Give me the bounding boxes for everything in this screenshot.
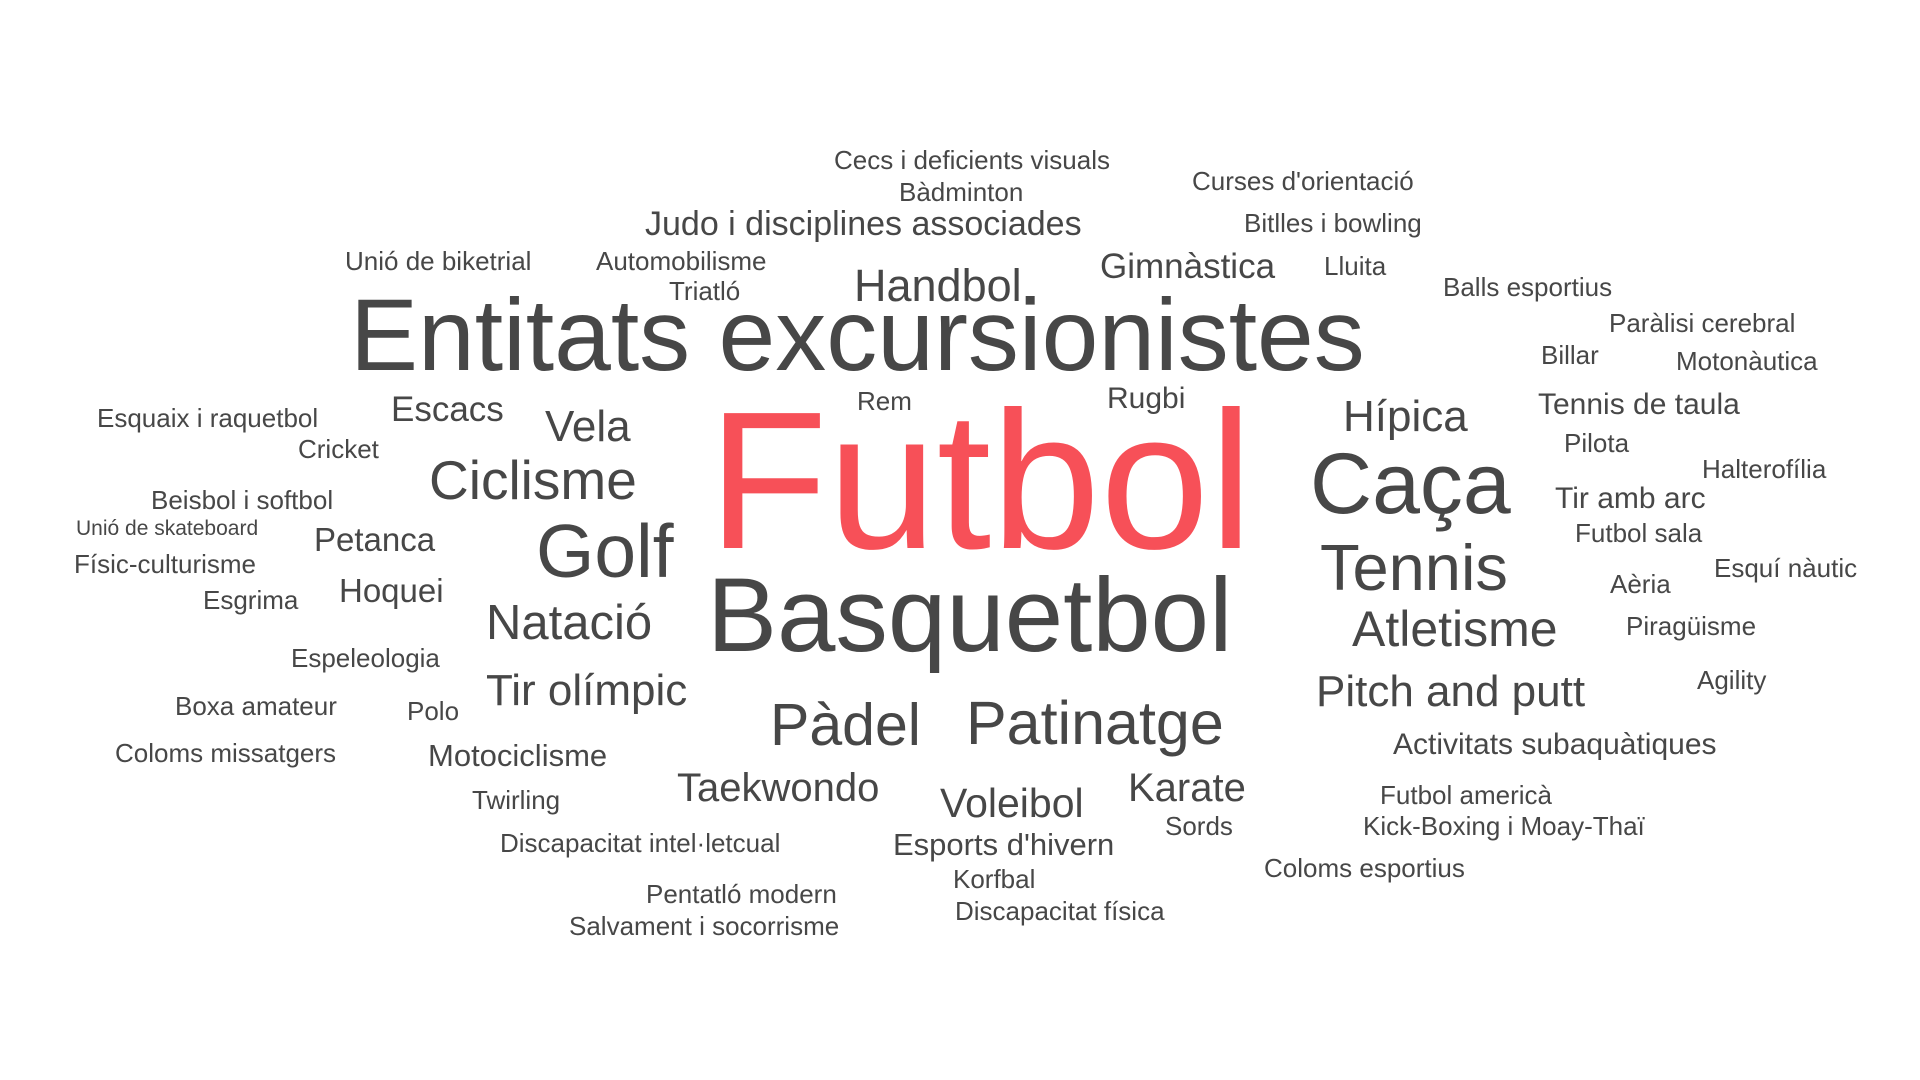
word-voleibol: Voleibol bbox=[940, 780, 1084, 826]
word-discapacitat-fisica: Discapacitat física bbox=[955, 896, 1165, 926]
word-boxa-amateur: Boxa amateur bbox=[175, 691, 337, 721]
word-natacio: Natació bbox=[486, 596, 653, 650]
word-caca: Caça bbox=[1310, 436, 1511, 532]
word-tennis-de-taula: Tennis de taula bbox=[1538, 388, 1740, 421]
word-vela: Vela bbox=[545, 402, 631, 451]
word-curses-orientacio: Curses d'orientació bbox=[1192, 166, 1414, 196]
word-futbol-sala: Futbol sala bbox=[1575, 518, 1703, 548]
word-paralisi-cerebral: Paràlisi cerebral bbox=[1609, 308, 1796, 338]
word-esquaix: Esquaix i raquetbol bbox=[97, 403, 319, 433]
word-lluita: Lluita bbox=[1324, 251, 1387, 281]
word-twirling: Twirling bbox=[472, 785, 561, 815]
word-atletisme: Atletisme bbox=[1352, 601, 1558, 657]
word-karate: Karate bbox=[1128, 766, 1246, 810]
word-coloms-esportius: Coloms esportius bbox=[1264, 853, 1465, 883]
word-tennis: Tennis bbox=[1320, 531, 1508, 604]
word-rugbi: Rugbi bbox=[1107, 382, 1186, 415]
word-escacs: Escacs bbox=[391, 390, 504, 429]
word-tir-amb-arc: Tir amb arc bbox=[1555, 482, 1706, 515]
word-motonautica: Motonàutica bbox=[1676, 346, 1818, 376]
word-sords: Sords bbox=[1165, 811, 1233, 841]
word-motociclisme: Motociclisme bbox=[428, 738, 608, 773]
word-cricket: Cricket bbox=[298, 434, 379, 464]
word-balls-esportius: Balls esportius bbox=[1443, 272, 1613, 302]
word-unio-biketrial: Unió de biketrial bbox=[345, 246, 532, 276]
word-kick-boxing: Kick-Boxing i Moay-Thaï bbox=[1363, 811, 1645, 841]
word-activitats-subaquatiques: Activitats subaquàtiques bbox=[1393, 728, 1717, 761]
word-espeleologia: Espeleologia bbox=[291, 643, 440, 673]
word-futbol: Futbol bbox=[708, 371, 1253, 590]
word-gimnastica: Gimnàstica bbox=[1100, 247, 1276, 286]
word-triatlo: Triatló bbox=[669, 276, 741, 306]
word-halterofilia: Halterofília bbox=[1702, 454, 1827, 484]
word-futbol-america: Futbol americà bbox=[1380, 780, 1552, 810]
word-korfbal: Korfbal bbox=[953, 864, 1036, 894]
word-taekwondo: Taekwondo bbox=[677, 766, 880, 810]
word-patinatge: Patinatge bbox=[966, 689, 1224, 757]
word-entitats-excursionistes: Entitats excursionistes bbox=[350, 278, 1365, 392]
word-aeria: Aèria bbox=[1610, 569, 1671, 599]
word-bitlles-bowling: Bitlles i bowling bbox=[1244, 208, 1422, 238]
word-unio-skateboard: Unió de skateboard bbox=[76, 517, 259, 540]
word-discapacitat-intel: Discapacitat intel·letcual bbox=[500, 828, 781, 858]
word-salvament: Salvament i socorrisme bbox=[569, 911, 840, 941]
word-pitch-and-putt: Pitch and putt bbox=[1316, 667, 1586, 716]
word-tir-olimpic: Tir olímpic bbox=[486, 666, 688, 715]
word-hipica: Hípica bbox=[1343, 392, 1468, 441]
word-fisic-culturisme: Físic-culturisme bbox=[74, 549, 257, 579]
word-ciclisme: Ciclisme bbox=[429, 449, 637, 511]
word-polo: Polo bbox=[407, 696, 460, 726]
word-padel: Pàdel bbox=[770, 692, 921, 758]
word-pilota: Pilota bbox=[1564, 428, 1630, 458]
word-badminton: Bàdminton bbox=[899, 177, 1024, 207]
word-cecs: Cecs i deficients visuals bbox=[834, 145, 1110, 175]
word-piraguisme: Piragüisme bbox=[1626, 611, 1757, 641]
word-esgrima: Esgrima bbox=[203, 585, 299, 615]
word-golf: Golf bbox=[536, 509, 674, 593]
word-pentatlo: Pentatló modern bbox=[646, 879, 837, 909]
word-agility: Agility bbox=[1697, 665, 1767, 695]
word-automobilisme: Automobilisme bbox=[596, 246, 767, 276]
word-petanca: Petanca bbox=[314, 521, 436, 558]
word-esqui-nautic: Esquí nàutic bbox=[1714, 553, 1858, 583]
word-basquetbol: Basquetbol bbox=[707, 557, 1233, 674]
word-beisbol: Beisbol i softbol bbox=[151, 485, 334, 515]
word-billar: Billar bbox=[1541, 340, 1599, 370]
word-judo: Judo i disciplines associades bbox=[645, 205, 1082, 243]
word-hoquei: Hoquei bbox=[339, 572, 444, 609]
word-coloms-missatgers: Coloms missatgers bbox=[115, 738, 337, 768]
word-esports-hivern: Esports d'hivern bbox=[893, 827, 1115, 862]
word-rem: Rem bbox=[857, 386, 912, 416]
word-handbol: Handbol bbox=[854, 260, 1022, 311]
